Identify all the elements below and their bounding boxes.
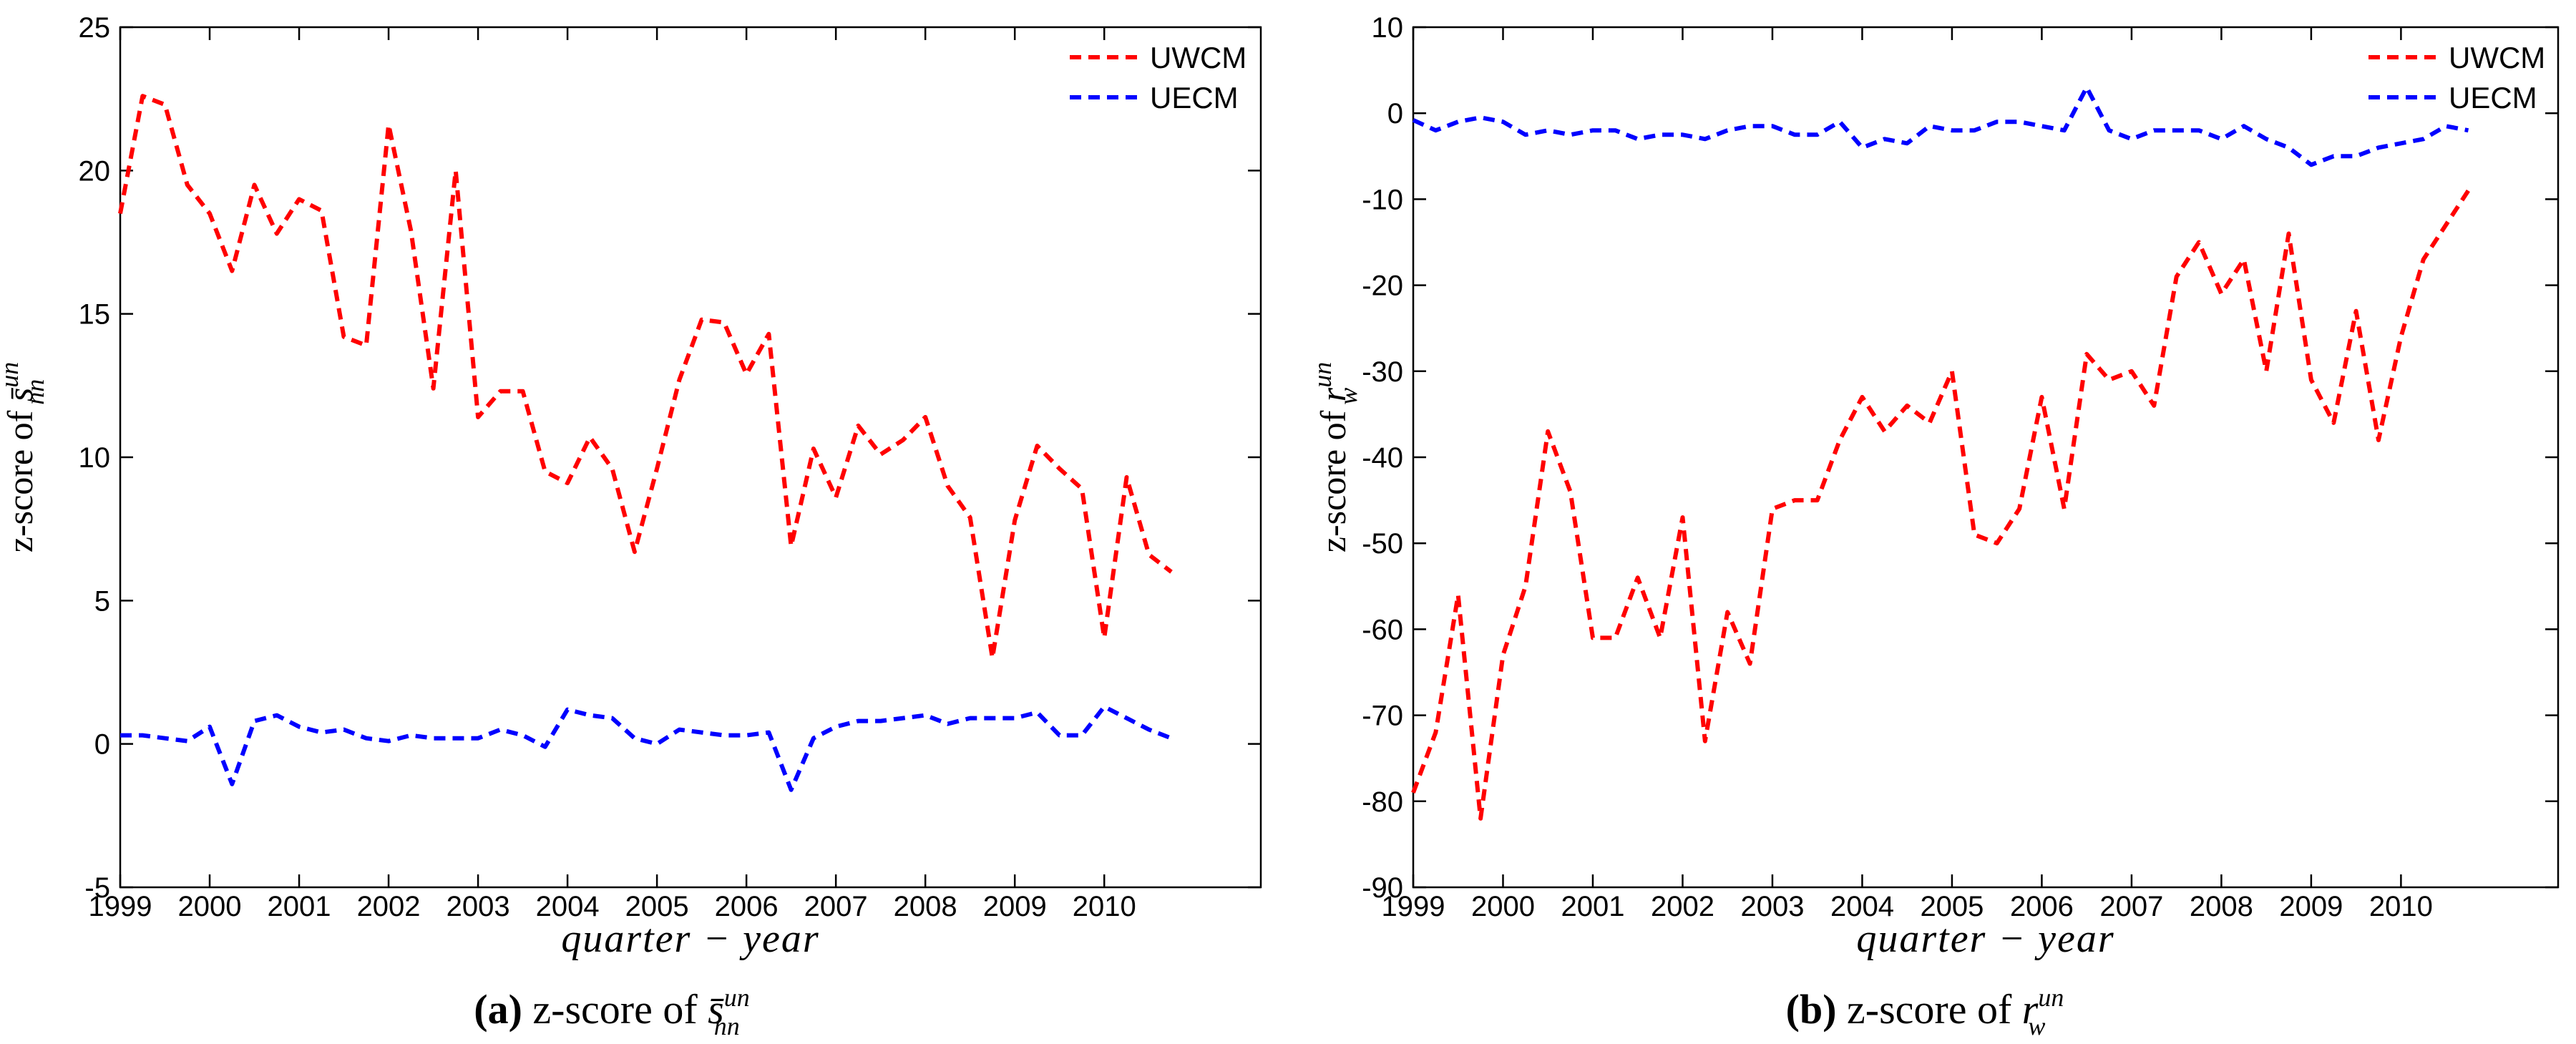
legend-label-uecm: UECM [1150,81,1239,114]
chart-a: -5 0 5 10 15 20 25 1999 2000 2001 2002 2003 2004 2005… [0,12,1262,1040]
caption-symbol-sup: un [2038,983,2064,1012]
x-tick-label: 1999 [1382,891,1445,922]
y-axis-symbol-sub: w [1334,388,1362,405]
y-tick-label: -20 [1362,270,1403,302]
x-tick-label: 2008 [2190,891,2253,922]
caption-text: z-score of [532,986,708,1033]
x-tick-label: 2003 [447,891,510,922]
series-line-uwcm [1411,189,2471,821]
legend-label-uwcm: UWCM [2449,41,2545,74]
series-line-uecm [1412,85,2469,167]
x-tick-label: 2007 [804,891,868,922]
series-line-uwcm [118,94,1173,660]
x-tick-label: 2007 [2099,891,2163,922]
x-tick-label: 2006 [2010,891,2074,922]
x-axis-label: quarter − year [1856,917,2114,961]
y-axis-symbol-sup: un [1308,362,1337,388]
y-tick-label: 5 [94,585,110,617]
y-tick-label: -70 [1362,701,1403,732]
y-tick-label: 20 [79,155,111,187]
y-tick-label: -10 [1362,184,1403,215]
y-axis-label-text: z-score of [1313,401,1353,552]
y-tick-label: 10 [1372,12,1404,44]
caption-label: (b) [1786,986,1847,1033]
caption-symbol: s̄ [708,986,724,1033]
x-tick-label: 2001 [268,891,331,922]
y-tick-label: 15 [79,299,111,331]
y-axis-label: z-score of s̄unnn [0,362,49,552]
x-tick-label: 2008 [894,891,957,922]
chart-b: -90 -80 -70 -60 -50 -40 -30 -20 -10 0 10 1999 2000 20… [1308,12,2560,1040]
x-tick-label: 2006 [715,891,779,922]
x-tick-label: 2009 [2279,891,2343,922]
x-tick-label: 2005 [1920,891,1984,922]
y-tick-label: 0 [94,729,110,761]
x-tick-label: 2010 [1073,891,1136,922]
plot-frame [1412,26,2560,889]
x-axis-label: quarter − year [561,917,819,961]
legend-label-uwcm: UWCM [1150,41,1246,74]
y-tick-label: -80 [1362,786,1403,818]
y-tick-label: -60 [1362,614,1403,645]
y-axis-symbol: s̄ [0,387,40,401]
x-tick-label: 2004 [536,891,600,922]
y-axis-symbol-sub: nn [21,379,49,405]
caption-symbol-sup: un [724,983,750,1012]
y-axis-symbol: r [1313,387,1353,401]
caption-symbol-sub: w [2028,1012,2045,1040]
series-line-uecm [120,704,1173,792]
x-tick-label: 2009 [983,891,1047,922]
y-tick-label: -40 [1362,442,1403,474]
y-tick-label: -30 [1362,356,1403,388]
plot-frame [119,26,1262,889]
x-tick-label: 2002 [357,891,421,922]
x-tick-label: 2001 [1561,891,1624,922]
x-tick-label: 2005 [625,891,689,922]
x-tick-label: 2002 [1651,891,1714,922]
x-tick-label: 2004 [1830,891,1894,922]
x-tick-label: 1999 [89,891,152,922]
caption-text: z-score of [1847,986,2022,1033]
legend-label-uecm: UECM [2449,81,2537,114]
x-tick-label: 2000 [1471,891,1535,922]
caption-label: (a) [474,986,532,1033]
y-tick-label: 0 [1387,98,1403,130]
y-axis-label-text: z-score of [0,401,40,552]
y-tick-label: -90 [1362,872,1403,904]
y-tick-label: 10 [79,442,111,474]
figure-caption: (a) z-score of s̄un nn [474,983,749,1040]
x-tick-label: 2000 [178,891,242,922]
caption-symbol-sub: nn [714,1012,740,1040]
y-axis-symbol-sup: un [0,362,24,388]
caption-symbol: r [2022,986,2039,1033]
y-tick-label: -50 [1362,528,1403,560]
x-tick-label: 2010 [2369,891,2433,922]
x-tick-label: 2003 [1740,891,1804,922]
y-tick-label: 25 [79,12,111,44]
y-tick-label: -5 [84,872,110,904]
figure-caption: (b) z-score of run w [1786,983,2064,1040]
y-axis-label: z-score of runw [1308,362,1362,552]
